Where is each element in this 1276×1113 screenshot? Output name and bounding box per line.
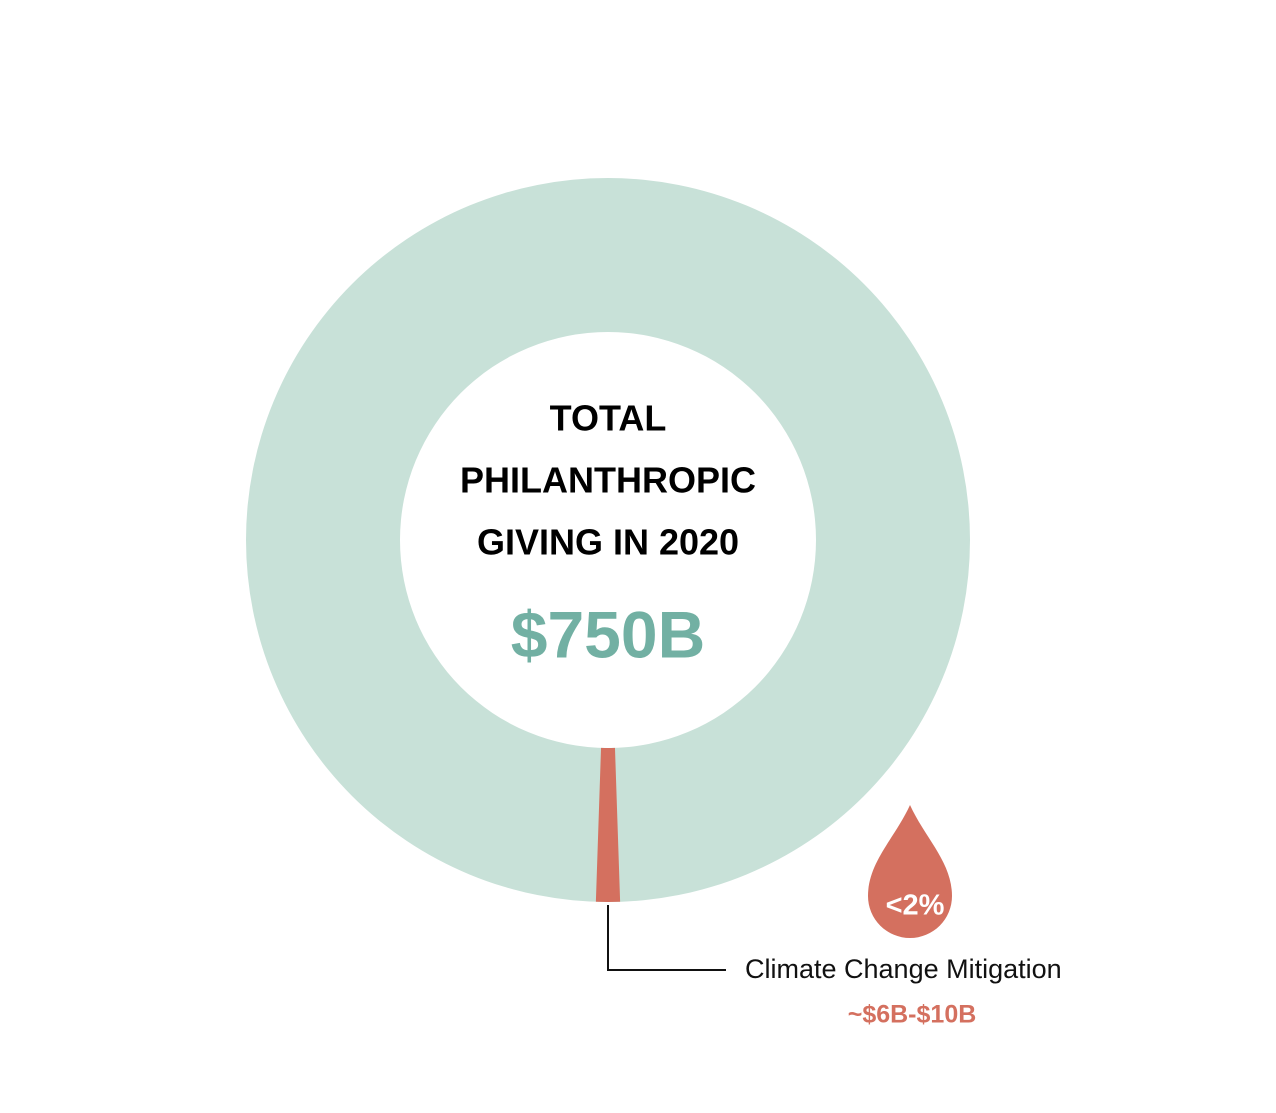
- leader-line: [607, 905, 726, 971]
- donut-slice: [595, 747, 621, 903]
- title-line: GIVING IN 2020: [477, 522, 739, 563]
- total-label: $750B: [511, 597, 706, 671]
- share-label: <2%: [886, 890, 945, 922]
- value-label: ~$6B-$10B: [848, 1001, 977, 1029]
- title-line: PHILANTHROPIC: [460, 460, 756, 501]
- donut-ring: [246, 178, 970, 902]
- drop-icon: [868, 805, 952, 938]
- title-line: TOTAL: [550, 398, 667, 439]
- category-label: Climate Change Mitigation: [745, 954, 1062, 984]
